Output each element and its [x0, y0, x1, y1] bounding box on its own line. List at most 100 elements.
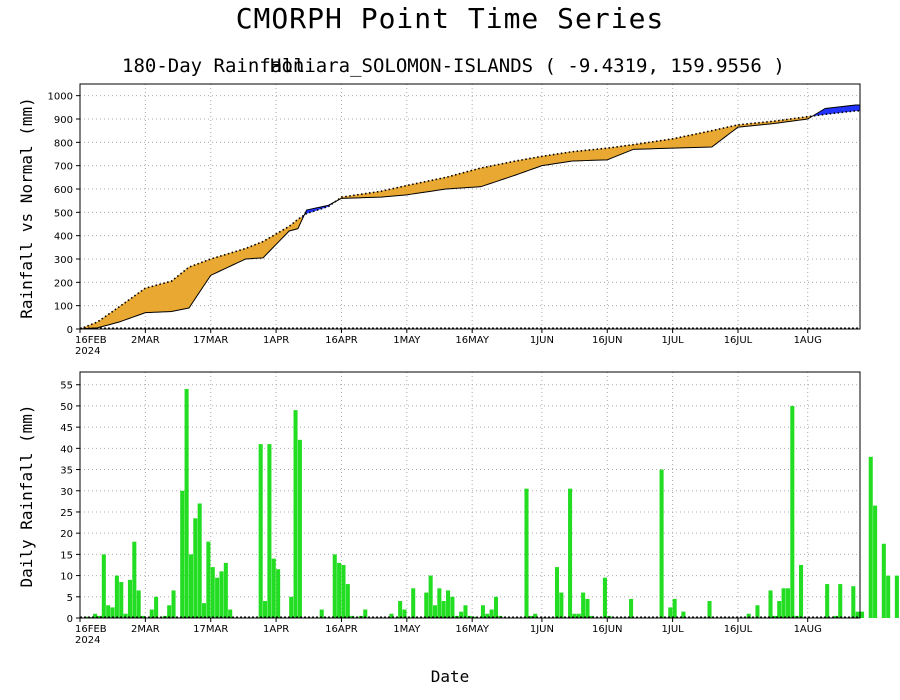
bottom-ytick-label: 40: [60, 444, 73, 455]
top-xtick-label: 17MAR: [193, 335, 228, 346]
daily-rain-bar: [402, 609, 407, 618]
anomaly-fill-segment: [397, 186, 403, 196]
daily-rain-bar: [132, 541, 137, 618]
top-xtick-label: 1APR: [263, 335, 289, 346]
top-ytick-label: 100: [54, 302, 73, 313]
bottom-xtick-label: 16JUL: [724, 624, 753, 635]
anomaly-fill-segment: [567, 151, 573, 162]
bottom-xtick-label: 1MAY: [393, 624, 421, 635]
daily-rain-bar: [472, 616, 477, 618]
top-ytick-label: 200: [54, 278, 73, 289]
daily-rain-bar: [263, 601, 268, 618]
x-axis-label: Date: [431, 667, 470, 686]
anomaly-fill-segment: [119, 303, 124, 323]
daily-rain-bar: [106, 605, 111, 618]
anomaly-fill-segment: [707, 130, 713, 148]
daily-rain-bar: [572, 613, 577, 618]
top-plot-area: [80, 84, 860, 329]
anomaly-fill-segment: [184, 266, 190, 310]
anomaly-fill-segment: [506, 161, 512, 179]
daily-rain-bar: [485, 613, 490, 618]
anomaly-fill-segment: [419, 181, 425, 194]
daily-rain-bar: [127, 579, 132, 618]
anomaly-fill-segment: [580, 150, 586, 161]
anomaly-fill-segment: [676, 136, 682, 149]
anomaly-fill-segment: [559, 152, 564, 164]
top-xtick-label: 16FEB: [75, 335, 107, 346]
bottom-xtick-label: 16JUN: [592, 624, 622, 635]
daily-rain-bar: [681, 611, 686, 618]
anomaly-fill-segment: [424, 180, 429, 193]
daily-rain-bar: [755, 605, 760, 618]
daily-rain-bar: [524, 488, 529, 618]
anomaly-fill-segment: [593, 148, 599, 161]
top-xtick-label: 1AUG: [794, 335, 822, 346]
daily-rain-bar: [668, 607, 673, 618]
anomaly-fill-segment: [258, 241, 264, 259]
daily-rain-bar: [446, 590, 451, 618]
top-ytick-label: 600: [54, 185, 73, 196]
daily-rain-bar: [123, 613, 128, 618]
anomaly-fill-segment: [219, 254, 224, 272]
anomaly-fill-segment: [132, 294, 137, 318]
daily-rain-bar: [215, 577, 220, 618]
daily-rain-bar: [228, 609, 233, 618]
anomaly-fill-segment: [668, 138, 673, 149]
anomaly-fill-segment: [406, 184, 412, 196]
daily-rain-bar: [114, 575, 119, 618]
anomaly-fill-segment: [140, 287, 146, 315]
bottom-ytick-label: 55: [60, 381, 73, 392]
anomaly-fill-segment: [171, 277, 177, 312]
bottom-xtick-label: 1APR: [263, 624, 289, 635]
anomaly-fill-segment: [519, 159, 525, 174]
anomaly-fill-segment: [463, 171, 469, 189]
bottom-frame: [79, 371, 861, 619]
daily-rain-bar: [119, 581, 124, 618]
anomaly-fill-segment: [654, 140, 660, 149]
anomaly-fill-segment: [445, 175, 451, 190]
bottom-ytick-label: 10: [60, 572, 73, 583]
daily-rain-bar: [219, 571, 224, 618]
daily-rain-bar: [136, 590, 141, 618]
daily-rain-bar: [886, 575, 891, 618]
bottom-ytick-label: 35: [60, 466, 73, 477]
daily-rain-bar: [459, 611, 464, 618]
anomaly-fill-segment: [402, 185, 408, 196]
anomaly-fill-segment: [598, 148, 604, 161]
daily-rain-bar: [93, 613, 98, 618]
daily-rain-bar: [167, 605, 172, 618]
anomaly-fill-segment: [541, 155, 547, 166]
anomaly-fill-segment: [145, 286, 150, 313]
anomaly-fill-segment: [833, 106, 839, 114]
top-ytick-label: 700: [54, 162, 73, 173]
daily-rain-bar: [707, 601, 712, 618]
subtitle-right: Honiara_SOLOMON-ISLANDS ( -9.4319, 159.9…: [270, 55, 785, 77]
bottom-ytick-label: 25: [60, 508, 73, 519]
daily-rain-bar: [777, 601, 782, 618]
daily-rain-bar: [101, 554, 106, 618]
bottom-ytick-label: 0: [67, 614, 73, 625]
top-ytick-label: 500: [54, 208, 73, 219]
anomaly-fill-segment: [585, 149, 591, 161]
anomaly-fill-segment: [824, 107, 830, 115]
anomaly-fill-segment: [210, 257, 216, 276]
daily-rain-bar: [424, 592, 429, 618]
anomaly-fill-segment: [223, 253, 229, 270]
daily-rain-bar: [746, 613, 751, 618]
cumulative-rainfall-panel: 0 100 200 300 400 500 600 700 800 900 1000 16FEB 2MA…: [48, 83, 861, 357]
daily-rain-bar: [184, 388, 189, 618]
bottom-xtick-label: 1JUL: [662, 624, 685, 635]
daily-rain-bar: [258, 444, 263, 618]
bottom-ytick-label: 50: [60, 402, 73, 413]
daily-rain-bar: [825, 584, 830, 618]
subtitle-left: 180-Day Rainfall: [122, 55, 305, 77]
anomaly-fill-segment: [576, 150, 582, 162]
anomaly-fill-segment: [123, 300, 129, 321]
daily-rain-bar: [428, 575, 433, 618]
daily-rain-bar: [881, 543, 886, 618]
daily-rain-bar: [180, 490, 185, 618]
anomaly-fill-segment: [681, 135, 686, 149]
anomaly-fill-segment: [214, 256, 220, 274]
page-title: CMORPH Point Time Series: [235, 2, 665, 35]
daily-rain-bar: [894, 575, 899, 618]
